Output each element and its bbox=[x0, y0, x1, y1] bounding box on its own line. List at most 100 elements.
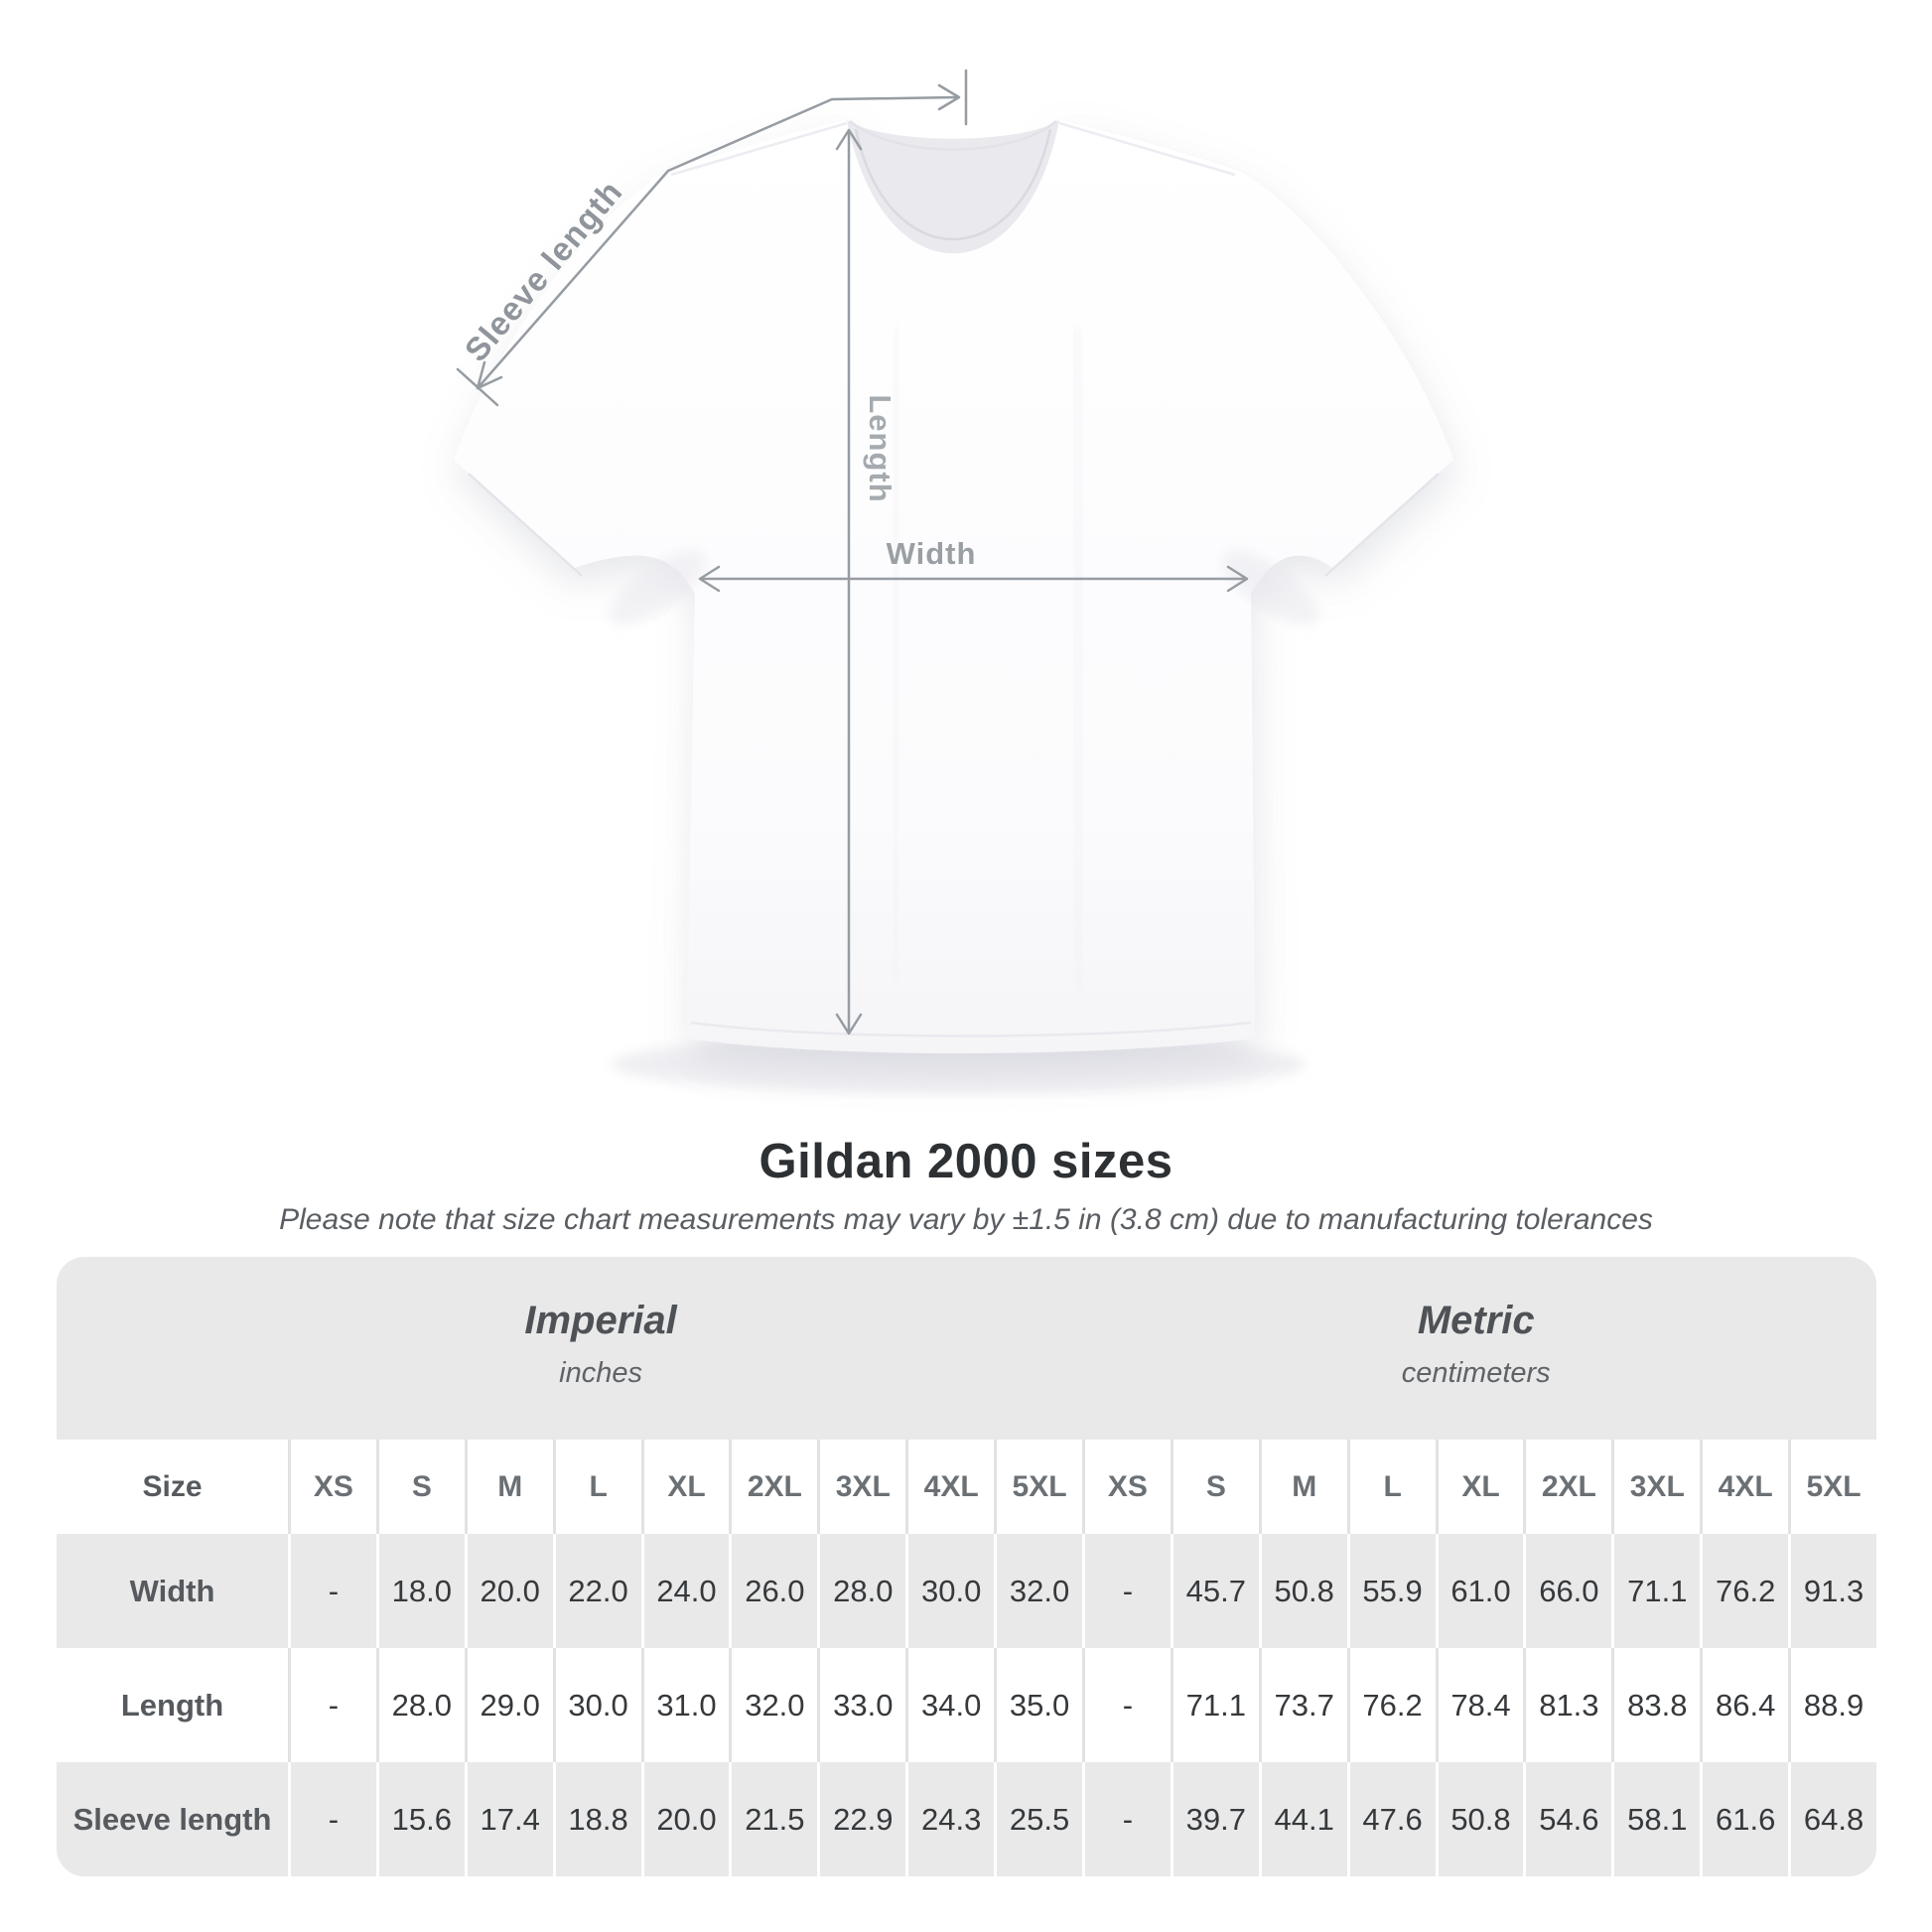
measurement-cell: - bbox=[1081, 1534, 1171, 1648]
measurement-cell: 35.0 bbox=[994, 1648, 1082, 1762]
size-column-header: XL bbox=[1435, 1440, 1524, 1534]
tolerance-note: Please note that size chart measurements… bbox=[279, 1203, 1653, 1236]
measurement-cell: - bbox=[1081, 1648, 1171, 1762]
size-column-header: M bbox=[464, 1440, 553, 1534]
tshirt-illustration: Sleeve length Length Width bbox=[454, 69, 1453, 1094]
metric-group-header: Metric centimeters bbox=[1402, 1299, 1551, 1390]
measurement-cell: 91.3 bbox=[1788, 1534, 1876, 1648]
row-label: Width bbox=[57, 1534, 288, 1648]
measurement-cell: - bbox=[288, 1762, 376, 1876]
tee-neck-opening bbox=[847, 120, 1059, 254]
measurement-cell: 88.9 bbox=[1788, 1648, 1876, 1762]
metric-label: Metric bbox=[1417, 1299, 1535, 1342]
width-arrow-right-icon bbox=[1226, 565, 1249, 593]
measurement-cell: 66.0 bbox=[1523, 1534, 1612, 1648]
measurement-cell: 71.1 bbox=[1611, 1534, 1701, 1648]
row-label: Length bbox=[57, 1648, 288, 1762]
measurement-cell: 50.8 bbox=[1258, 1534, 1347, 1648]
tee-crease bbox=[891, 327, 901, 984]
imperial-unit: inches bbox=[559, 1357, 642, 1389]
row-label: Sleeve length bbox=[57, 1762, 288, 1876]
measurement-cell: 39.7 bbox=[1170, 1762, 1259, 1876]
measurement-cell: 54.6 bbox=[1523, 1762, 1612, 1876]
measurement-cell: 24.0 bbox=[640, 1534, 730, 1648]
measurement-cell: 28.0 bbox=[817, 1534, 906, 1648]
width-arrow-left-icon bbox=[698, 565, 721, 593]
measurement-cell: 18.0 bbox=[375, 1534, 465, 1648]
measurement-cell: 22.0 bbox=[552, 1534, 641, 1648]
measurement-cell: 30.0 bbox=[905, 1534, 995, 1648]
measurement-cell: 32.0 bbox=[729, 1648, 818, 1762]
unit-header-band: Imperial inches Metric centimeters bbox=[57, 1257, 1876, 1440]
measurement-cell: 22.9 bbox=[817, 1762, 906, 1876]
size-column-header: L bbox=[552, 1440, 641, 1534]
size-column-header: 2XL bbox=[729, 1440, 818, 1534]
measurement-cell: 44.1 bbox=[1258, 1762, 1347, 1876]
tee-underarm-shade-left bbox=[608, 550, 707, 625]
length-arrow-up-icon bbox=[835, 128, 863, 151]
tee-collar-back-seam bbox=[849, 120, 1057, 151]
size-column-header: 4XL bbox=[1700, 1440, 1789, 1534]
tee-ground-shadow bbox=[611, 1035, 1306, 1094]
measurement-cell: 20.0 bbox=[640, 1762, 730, 1876]
size-column-header: 3XL bbox=[1611, 1440, 1701, 1534]
measurement-cell: 78.4 bbox=[1435, 1648, 1524, 1762]
measurement-cell: 17.4 bbox=[464, 1762, 553, 1876]
measurement-cell: 76.2 bbox=[1700, 1534, 1789, 1648]
sleeve-end-tick bbox=[456, 367, 499, 407]
size-column-header: M bbox=[1258, 1440, 1347, 1534]
tee-collar-inner-seam bbox=[854, 128, 1052, 240]
measurement-cell: 30.0 bbox=[552, 1648, 641, 1762]
size-column-header: 4XL bbox=[905, 1440, 995, 1534]
measurement-cell: 64.8 bbox=[1788, 1762, 1876, 1876]
size-corner-header: Size bbox=[57, 1440, 288, 1534]
tee-hem-seam bbox=[690, 1021, 1252, 1037]
sleeve-dimension-line bbox=[476, 95, 959, 390]
size-column-header: XL bbox=[640, 1440, 730, 1534]
chart-heading: Gildan 2000 sizes Please note that size … bbox=[0, 1134, 1932, 1237]
size-column-header: S bbox=[1170, 1440, 1259, 1534]
size-column-header: S bbox=[375, 1440, 465, 1534]
measurement-cell: 33.0 bbox=[817, 1648, 906, 1762]
imperial-group-header: Imperial inches bbox=[524, 1299, 676, 1390]
measurement-cell: 18.8 bbox=[552, 1762, 641, 1876]
tshirt-diagram: Sleeve length Length Width bbox=[454, 69, 1453, 1094]
measurement-cell: 81.3 bbox=[1523, 1648, 1612, 1762]
size-column-header: XS bbox=[288, 1440, 376, 1534]
measurement-cell: 31.0 bbox=[640, 1648, 730, 1762]
tee-body bbox=[454, 120, 1453, 1053]
sleeve-arrow-right-icon bbox=[937, 83, 961, 111]
measurement-cell: 21.5 bbox=[729, 1762, 818, 1876]
tee-crease bbox=[1071, 327, 1085, 994]
length-arrow-down-icon bbox=[835, 1013, 863, 1035]
metric-unit: centimeters bbox=[1401, 1357, 1551, 1389]
measurement-cell: 47.6 bbox=[1346, 1762, 1436, 1876]
measurement-cell: 32.0 bbox=[994, 1534, 1082, 1648]
measurement-cell: 15.6 bbox=[375, 1762, 465, 1876]
tee-cuff-seam-right bbox=[1324, 473, 1440, 577]
size-column-header: 5XL bbox=[994, 1440, 1082, 1534]
size-column-header: 3XL bbox=[817, 1440, 906, 1534]
measurement-cell: 73.7 bbox=[1258, 1648, 1347, 1762]
measurement-cell: 61.6 bbox=[1700, 1762, 1789, 1876]
tee-cuff-seam-left bbox=[468, 473, 583, 577]
size-column-header: XS bbox=[1081, 1440, 1171, 1534]
size-column-header: 2XL bbox=[1523, 1440, 1612, 1534]
measurement-cell: - bbox=[288, 1534, 376, 1648]
tee-shoulder-seam-right bbox=[1058, 121, 1236, 177]
imperial-label: Imperial bbox=[524, 1299, 677, 1342]
size-grid: Size XS S M L XL 2XL 3XL 4XL 5XL XS S M L XL 2XL 3XL 4XL 5… bbox=[57, 1440, 1876, 1876]
measurement-cell: 29.0 bbox=[464, 1648, 553, 1762]
measurement-cell: - bbox=[288, 1648, 376, 1762]
measurement-cell: 61.0 bbox=[1435, 1534, 1524, 1648]
measurement-cell: 28.0 bbox=[375, 1648, 465, 1762]
measurement-cell: 76.2 bbox=[1346, 1648, 1436, 1762]
measurement-cell: 86.4 bbox=[1700, 1648, 1789, 1762]
width-label: Width bbox=[887, 536, 977, 571]
length-label: Length bbox=[863, 394, 897, 502]
tee-shoulder-seam-left bbox=[670, 121, 848, 177]
measurement-cell: 83.8 bbox=[1611, 1648, 1701, 1762]
measurement-cell: 26.0 bbox=[729, 1534, 818, 1648]
measurement-cell: 45.7 bbox=[1170, 1534, 1259, 1648]
measurement-cell: 34.0 bbox=[905, 1648, 995, 1762]
